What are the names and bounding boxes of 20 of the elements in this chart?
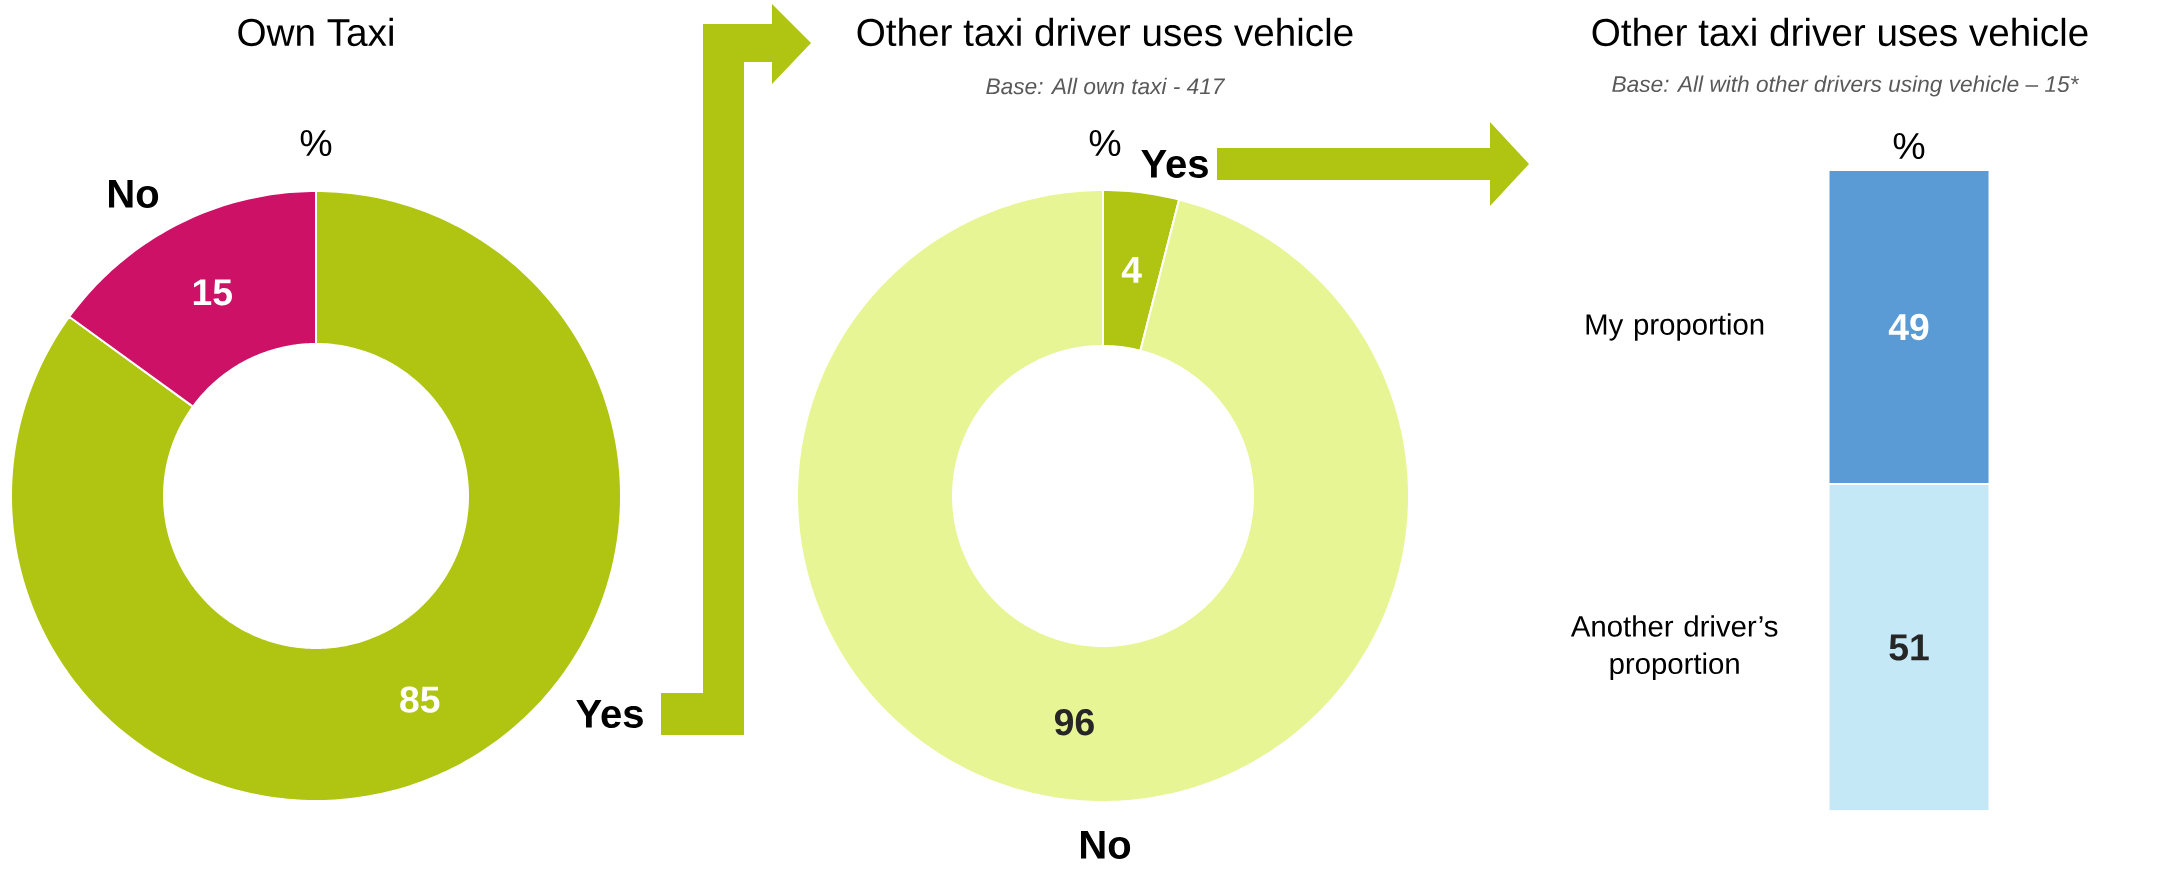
data-label: 51 <box>1889 634 1929 661</box>
text: My proportion <box>1586 313 1764 341</box>
chart-title: Other taxi driver uses vehicle <box>1592 17 2088 47</box>
chart-subtitle: Base: All own taxi - 417 <box>986 77 1226 95</box>
text: % <box>300 129 332 157</box>
chart-title: Own Taxi <box>238 17 393 47</box>
slice-label: No <box>109 180 159 208</box>
slice-label: Yes <box>576 700 643 728</box>
data-label: 15 <box>193 279 232 306</box>
series-label: Another driver’s proportion <box>1570 615 1778 680</box>
data-label: 96 <box>1054 708 1094 736</box>
text: % <box>1893 132 1925 160</box>
data-label: 4 <box>1121 256 1142 283</box>
data-label: 49 <box>1888 313 1929 341</box>
slice-label: Yes <box>1141 150 1208 178</box>
chart-title: Other taxi driver uses vehicle <box>857 17 1353 47</box>
chart-subtitle: Base: All with other drivers using vehicle – 15* <box>1612 75 2080 97</box>
slice-label: No <box>1081 831 1131 859</box>
data-label: 85 <box>400 686 440 713</box>
text: % <box>1089 129 1121 157</box>
